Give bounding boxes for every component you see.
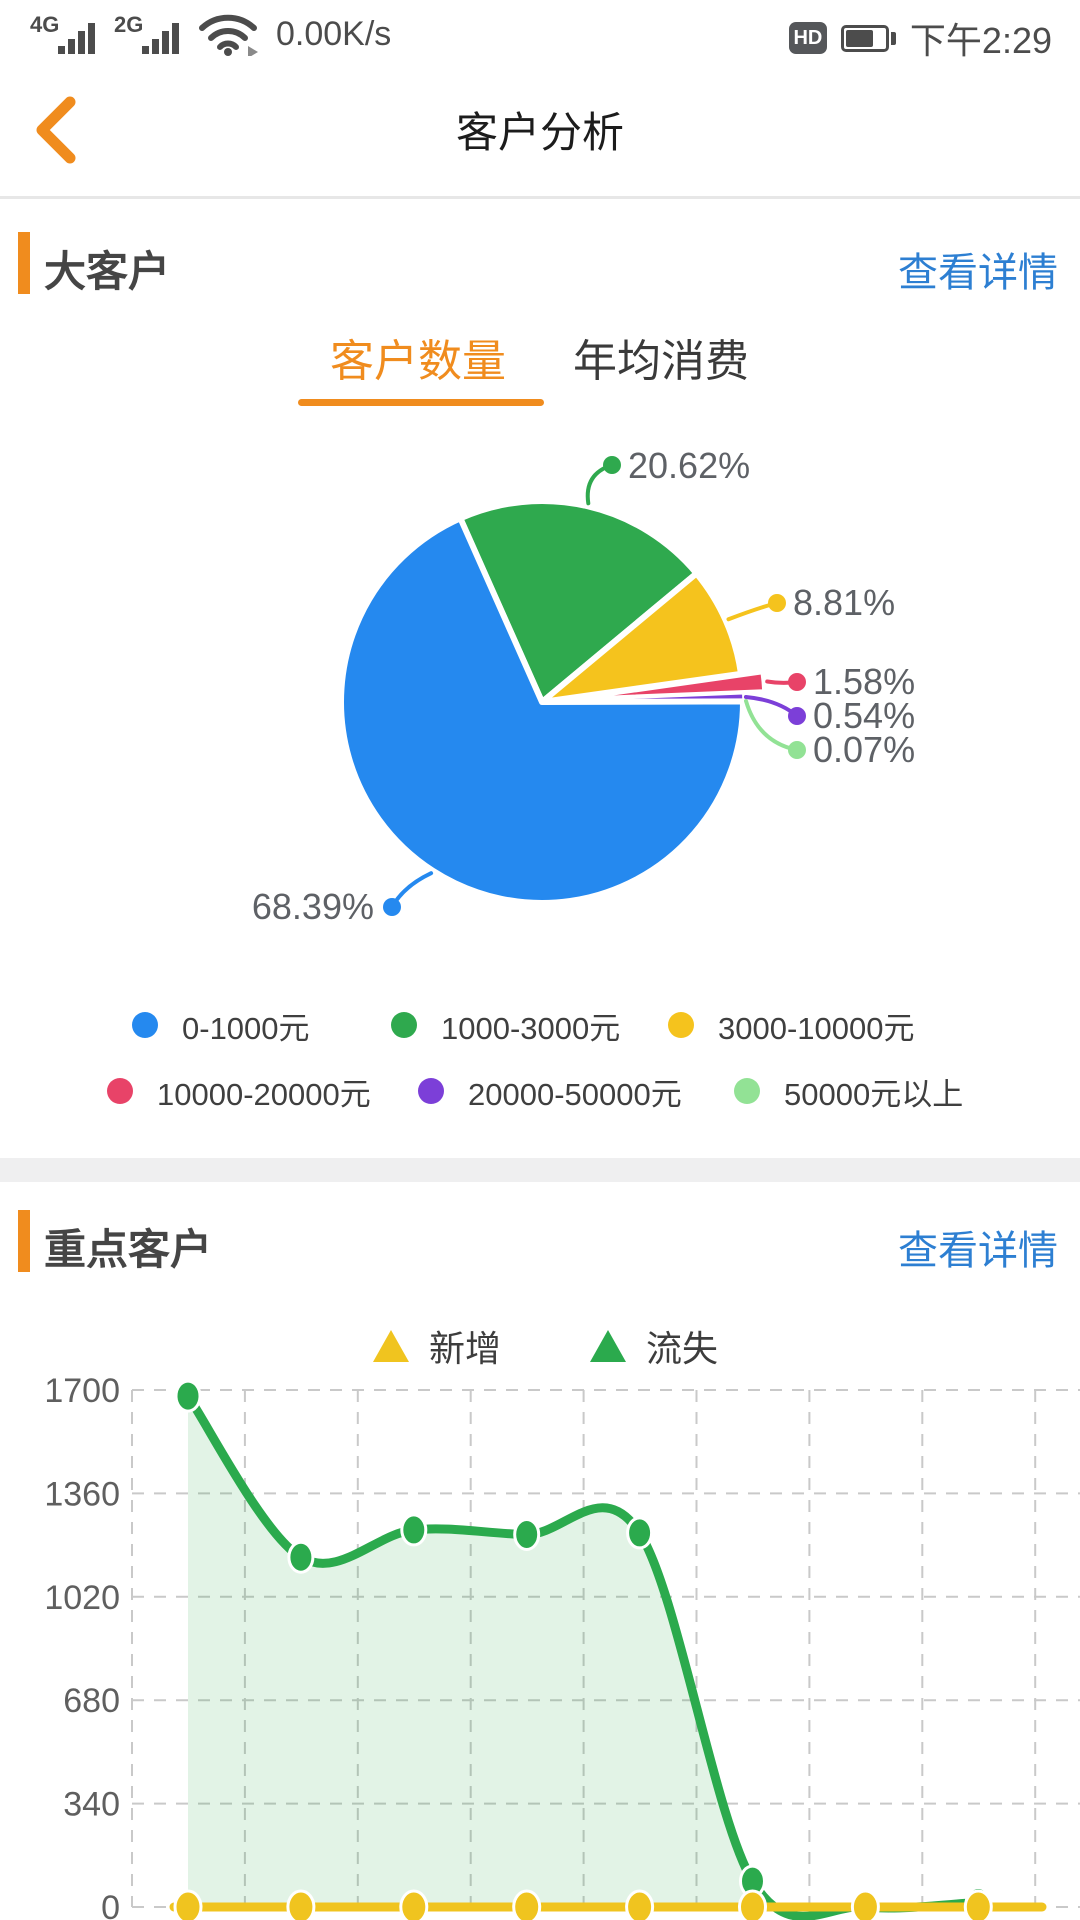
- legend-item-new[interactable]: 新增: [373, 1320, 501, 1372]
- legend-item[interactable]: 50000元以上: [734, 1074, 963, 1112]
- battery-icon: [840, 24, 896, 52]
- data-point-流失: [174, 1379, 202, 1413]
- legend-item-lost[interactable]: 流失: [590, 1320, 718, 1372]
- data-point-新增: [625, 1889, 655, 1920]
- pie-chart: 68.39% 20.62% 8.81% 1.58%0.54%0.07%: [252, 445, 915, 927]
- pie-percent-label: 1.58%: [813, 661, 915, 702]
- status-right: HD 下午2:29: [788, 12, 1052, 64]
- pie-slice-1000-3000元[interactable]: [457, 498, 700, 705]
- key-customer-header: 重点客户 查看详情: [0, 1210, 1080, 1286]
- pie-percent-label: 0.54%: [813, 695, 915, 736]
- key-customer-details-link[interactable]: 查看详情: [898, 1229, 1058, 1273]
- tab-average-consumption[interactable]: 年均消费: [573, 337, 749, 386]
- y-axis-label: 340: [63, 1786, 120, 1824]
- pie-slice-0-1000元[interactable]: [338, 515, 747, 906]
- signal-4g-icon: 4G: [30, 12, 95, 54]
- triangle-icon: [590, 1330, 626, 1362]
- page-title: 客户分析: [455, 108, 624, 156]
- signal-2g-icon: 2G: [114, 12, 179, 54]
- section-marker: [18, 1210, 30, 1272]
- data-point-新增: [512, 1889, 542, 1920]
- y-axis-label: 0: [101, 1889, 120, 1920]
- legend-item[interactable]: 3000-10000元: [668, 1008, 915, 1046]
- tab-customer-count[interactable]: 客户数量: [330, 337, 506, 386]
- data-point-新增: [173, 1889, 203, 1920]
- legend-item[interactable]: 1000-3000元: [391, 1008, 620, 1046]
- pie-slice-10000-20000元[interactable]: [561, 669, 768, 703]
- legend-item[interactable]: 20000-50000元: [418, 1074, 682, 1112]
- triangle-icon: [373, 1330, 409, 1362]
- pie-label-dot: [768, 594, 786, 612]
- pie-percent-label: 68.39%: [252, 886, 374, 927]
- pie-label-dot: [603, 456, 621, 474]
- y-axis-label: 1020: [44, 1579, 120, 1617]
- area-fill: [188, 1396, 979, 1917]
- section-marker: [18, 232, 30, 294]
- data-point-流失: [400, 1513, 428, 1547]
- signal-4g-label: 4G: [30, 12, 59, 37]
- key-customer-title: 重点客户: [44, 1226, 213, 1273]
- pie-label-dot: [788, 741, 806, 759]
- pie-label-dot: [788, 707, 806, 725]
- pie-percent-label: 0.07%: [813, 729, 915, 770]
- network-speed: 0.00K/s: [276, 15, 392, 53]
- legend-dot: [418, 1078, 444, 1104]
- legend-item[interactable]: 10000-20000元: [107, 1074, 371, 1112]
- legend-dot: [107, 1078, 133, 1104]
- pie-slice-3000-10000元[interactable]: [539, 570, 744, 705]
- status-left: 4G 2G 0.00K/s: [30, 10, 391, 56]
- data-point-新增: [963, 1889, 993, 1920]
- signal-2g-label: 2G: [114, 12, 143, 37]
- back-icon[interactable]: [26, 94, 86, 166]
- pie-label-dot: [383, 898, 401, 916]
- big-customer-header: 大客户 查看详情: [0, 232, 1080, 308]
- big-customer-details-link[interactable]: 查看详情: [898, 251, 1058, 295]
- wifi-icon: [199, 14, 258, 56]
- active-tab-underline: [298, 399, 544, 406]
- hd-icon: HD: [788, 22, 827, 54]
- y-axis-label: 1360: [44, 1475, 120, 1513]
- pie-label-dot: [788, 673, 806, 691]
- y-axis-label: 1700: [44, 1372, 120, 1410]
- data-point-新增: [738, 1889, 767, 1920]
- status-bar: 4G 2G 0.00K/s HD: [0, 0, 1080, 62]
- nav-bar: 客户分析: [0, 62, 1080, 196]
- data-point-新增: [850, 1889, 880, 1920]
- legend-dot: [132, 1012, 158, 1038]
- clock: 下午2:29: [909, 20, 1052, 61]
- line-chart: 1700 1360 1020 680 340 0: [44, 1372, 1080, 1920]
- data-point-流失: [287, 1540, 315, 1574]
- pie-percent-label: 20.62%: [628, 445, 750, 486]
- big-customer-title: 大客户: [44, 248, 171, 295]
- divider: [0, 196, 1080, 199]
- legend-item[interactable]: 0-1000元: [132, 1008, 310, 1046]
- data-point-流失: [626, 1516, 654, 1550]
- pie-percent-label: 8.81%: [793, 582, 895, 623]
- legend-dot: [734, 1078, 760, 1104]
- data-point-新增: [399, 1889, 429, 1920]
- section-gap: [0, 1158, 1080, 1182]
- data-point-流失: [513, 1517, 541, 1551]
- legend-dot: [668, 1012, 694, 1038]
- y-axis-label: 680: [63, 1682, 120, 1720]
- data-point-新增: [286, 1889, 316, 1920]
- legend-dot: [391, 1012, 417, 1038]
